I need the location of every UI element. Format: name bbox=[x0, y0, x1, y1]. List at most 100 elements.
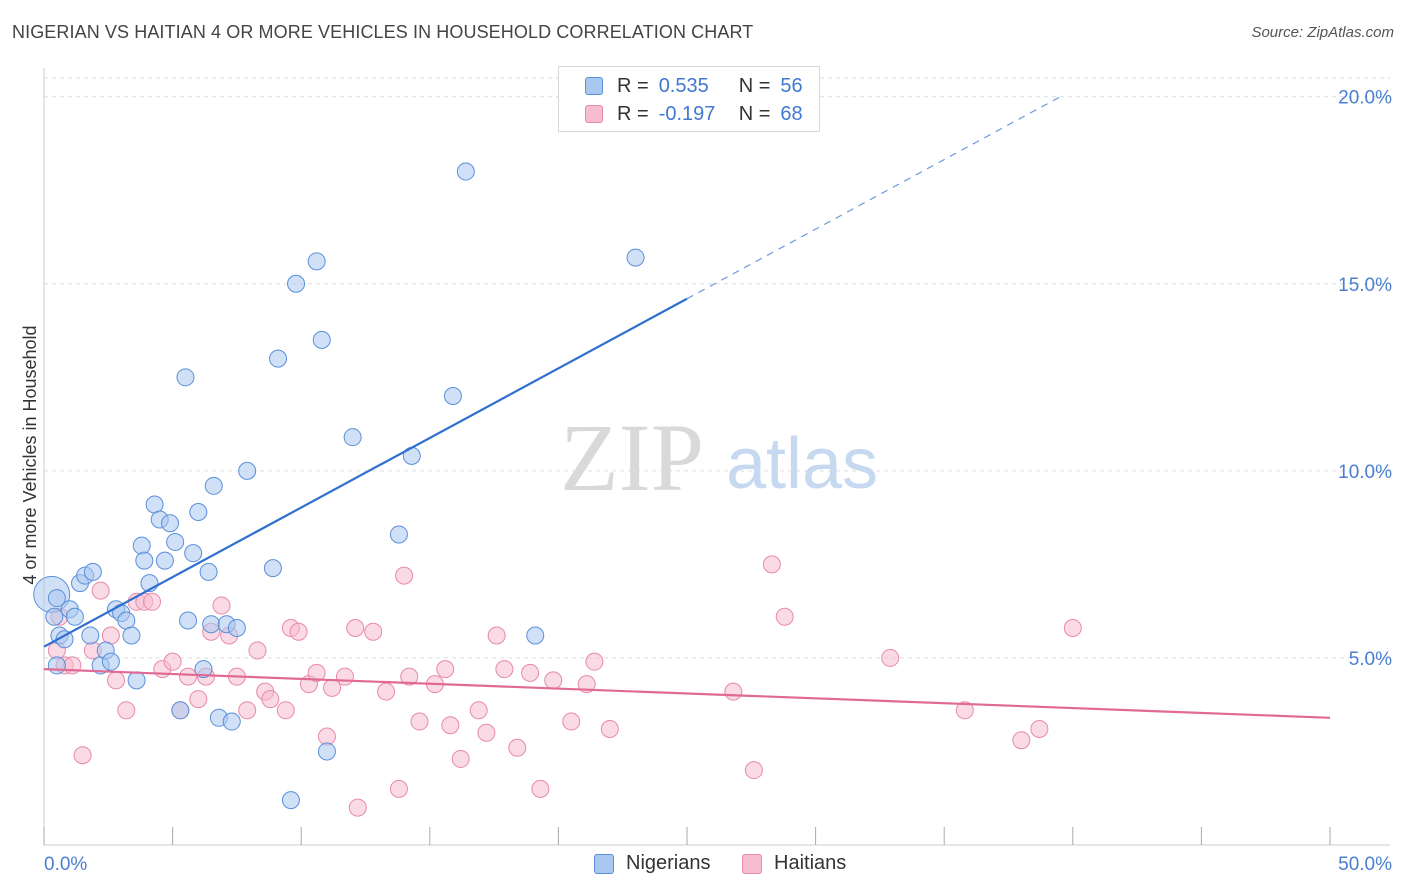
r-label: R = bbox=[617, 102, 649, 125]
haitian-point bbox=[395, 566, 414, 585]
x-tick-label: 0.0% bbox=[44, 854, 87, 875]
n-label: N = bbox=[738, 102, 771, 125]
nigerian-point bbox=[189, 503, 208, 522]
nigerian-point bbox=[526, 626, 545, 645]
haitian-point bbox=[389, 779, 408, 798]
haitians-trend-line bbox=[43, 668, 1331, 719]
r-value-haitians: -0.197 bbox=[658, 102, 716, 125]
trend-lines bbox=[43, 96, 1331, 719]
haitian-point bbox=[544, 671, 563, 690]
grid-lines bbox=[44, 77, 1390, 659]
haitian-point bbox=[451, 749, 470, 768]
haitian-point bbox=[508, 738, 527, 757]
n-label: N = bbox=[738, 74, 771, 97]
haitian-point bbox=[238, 701, 257, 720]
series-legend: Nigerians Haitians bbox=[0, 852, 1406, 878]
haitian-point bbox=[73, 746, 92, 765]
haitian-point bbox=[377, 682, 396, 701]
haitian-point bbox=[317, 727, 336, 746]
nigerian-point bbox=[227, 618, 246, 637]
nigerian-point bbox=[83, 562, 102, 581]
haitian-point bbox=[346, 618, 365, 637]
legend-row-nigerians: R = 0.535 N = 56 bbox=[585, 73, 803, 99]
haitian-point bbox=[364, 622, 383, 641]
nigerian-point bbox=[179, 611, 198, 630]
nigerian-point bbox=[47, 589, 66, 608]
correlation-legend: R = 0.535 N = 56 R = -0.197 N = 68 bbox=[558, 66, 820, 132]
watermark-atlas: atlas bbox=[726, 424, 878, 504]
haitian-point bbox=[212, 596, 231, 615]
haitian-point bbox=[261, 690, 280, 709]
nigerian-point bbox=[456, 162, 475, 181]
haitian-point bbox=[577, 675, 596, 694]
nigerian-point bbox=[65, 607, 84, 626]
haitian-point bbox=[163, 652, 182, 671]
haitian-point bbox=[531, 779, 550, 798]
haitian-point bbox=[410, 712, 429, 731]
nigerians-trend-extension bbox=[686, 96, 1061, 300]
nigerian-point bbox=[204, 476, 223, 495]
haitian-point bbox=[1063, 618, 1082, 637]
haitian-point bbox=[307, 663, 326, 682]
nigerian-point bbox=[101, 652, 120, 671]
legend-item-nigerians[interactable]: Nigerians bbox=[594, 852, 710, 875]
nigerian-point bbox=[202, 615, 221, 634]
haitian-point bbox=[117, 701, 136, 720]
nigerian-point bbox=[145, 495, 164, 514]
haitian-point bbox=[469, 701, 488, 720]
source-label: Source: ZipAtlas.com bbox=[1251, 24, 1394, 41]
haitian-point bbox=[400, 667, 419, 686]
haitian-point bbox=[600, 720, 619, 739]
haitian-point bbox=[744, 761, 763, 780]
haitian-point bbox=[775, 607, 794, 626]
haitian-point bbox=[101, 626, 120, 645]
haitian-point bbox=[91, 581, 110, 600]
y-tick-label: 20.0% bbox=[1338, 88, 1392, 109]
haitian-point bbox=[189, 690, 208, 709]
nigerians-points bbox=[33, 162, 645, 810]
nigerian-point bbox=[269, 349, 288, 368]
nigerian-point bbox=[176, 368, 195, 387]
chart-title: NIGERIAN VS HAITIAN 4 OR MORE VEHICLES I… bbox=[12, 22, 754, 42]
nigerians-swatch bbox=[585, 77, 603, 95]
nigerians-trend-line bbox=[43, 297, 688, 648]
x-tick-label: 50.0% bbox=[1338, 854, 1392, 875]
legend-row-haitians: R = -0.197 N = 68 bbox=[585, 101, 803, 127]
haitian-point bbox=[724, 682, 743, 701]
haitian-point bbox=[436, 660, 455, 679]
legend-item-haitians[interactable]: Haitians bbox=[742, 852, 846, 875]
nigerian-point bbox=[626, 248, 645, 267]
haitian-point bbox=[289, 622, 308, 641]
nigerian-point bbox=[389, 525, 408, 544]
haitian-point bbox=[248, 641, 267, 660]
r-value-nigerians: 0.535 bbox=[658, 74, 709, 97]
haitian-point bbox=[1012, 731, 1031, 750]
nigerian-point bbox=[317, 742, 336, 761]
haitians-swatch bbox=[585, 105, 603, 123]
y-tick-label: 10.0% bbox=[1338, 462, 1392, 483]
haitian-point bbox=[955, 701, 974, 720]
nigerian-point bbox=[281, 791, 300, 810]
n-value-nigerians: 56 bbox=[780, 74, 803, 97]
haitian-point bbox=[107, 671, 126, 690]
y-tick-label: 15.0% bbox=[1338, 275, 1392, 296]
haitians-legend-swatch bbox=[742, 853, 762, 874]
nigerian-point bbox=[122, 626, 141, 645]
y-tick-label: 5.0% bbox=[1349, 649, 1392, 670]
nigerian-point bbox=[117, 611, 136, 630]
haitian-point bbox=[881, 648, 900, 667]
legend-label-haitians: Haitians bbox=[774, 852, 847, 874]
haitian-point bbox=[335, 667, 354, 686]
nigerian-point bbox=[135, 551, 154, 570]
haitian-point bbox=[477, 723, 496, 742]
nigerian-point bbox=[45, 607, 64, 626]
n-value-haitians: 68 bbox=[780, 102, 803, 125]
haitian-point bbox=[276, 701, 295, 720]
nigerian-point bbox=[81, 626, 100, 645]
nigerian-point bbox=[312, 330, 331, 349]
axes bbox=[43, 68, 1390, 846]
haitian-point bbox=[585, 652, 604, 671]
nigerian-point bbox=[171, 701, 190, 720]
haitian-point bbox=[562, 712, 581, 731]
nigerian-point bbox=[343, 428, 362, 447]
